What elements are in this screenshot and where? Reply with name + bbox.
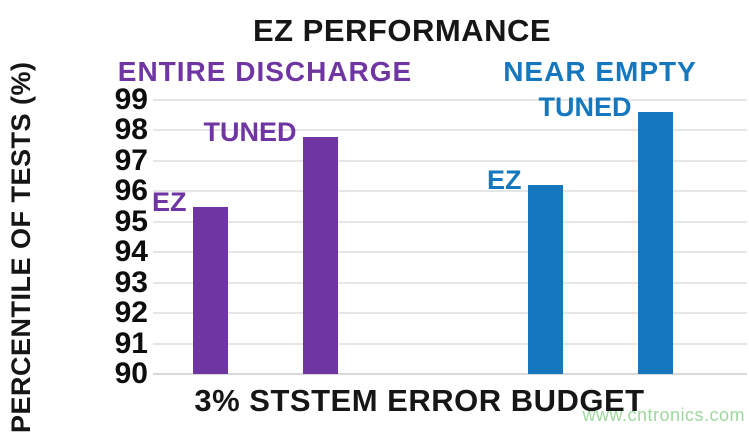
watermark-text: www.cntronics.com [582,405,745,425]
plot-area [153,99,747,375]
gridline-94 [153,251,747,254]
bar-entire-discharge-tuned [302,136,338,374]
y-tick-label-94: 94 [114,235,148,269]
y-tick-label-92: 92 [114,296,148,330]
y-tick-label-95: 95 [114,204,148,238]
bar-near-empty-ez [527,185,563,374]
bar-label-near-empty-ez: EZ [486,165,522,196]
bar-near-empty-tuned [637,112,673,374]
x-axis-title: 3% STSTEM ERROR BUDGET [194,383,645,418]
gridline-97 [153,159,747,162]
y-tick-label-98: 98 [114,113,148,147]
bar-entire-discharge-ez [192,206,228,374]
bar-label-near-empty-tuned: TUNED [538,92,632,123]
bar-label-entire-discharge-ez: EZ [151,186,187,217]
gridline-91 [153,342,747,345]
y-tick-label-97: 97 [114,143,148,177]
y-tick-label-91: 91 [114,326,148,360]
bar-label-entire-discharge-tuned: TUNED [203,116,297,147]
gridline-99 [153,99,747,101]
y-tick-label-96: 96 [114,174,148,208]
gridline-93 [153,281,747,284]
gridline-90 [153,373,747,375]
gridline-95 [153,220,747,223]
y-tick-label-99: 99 [114,83,148,116]
chart-title: EZ PERFORMANCE [252,13,552,48]
y-tick-label-93: 93 [114,265,148,299]
y-axis-title: PERCENTILE OF TESTS (%) [6,61,36,433]
gridline-92 [153,312,747,315]
group-label-entire-discharge: ENTIRE DISCHARGE [117,56,413,87]
group-label-near-empty: NEAR EMPTY [503,56,697,87]
y-tick-label-90: 90 [114,357,148,390]
gridline-98 [153,129,747,132]
gridline-96 [153,190,747,193]
